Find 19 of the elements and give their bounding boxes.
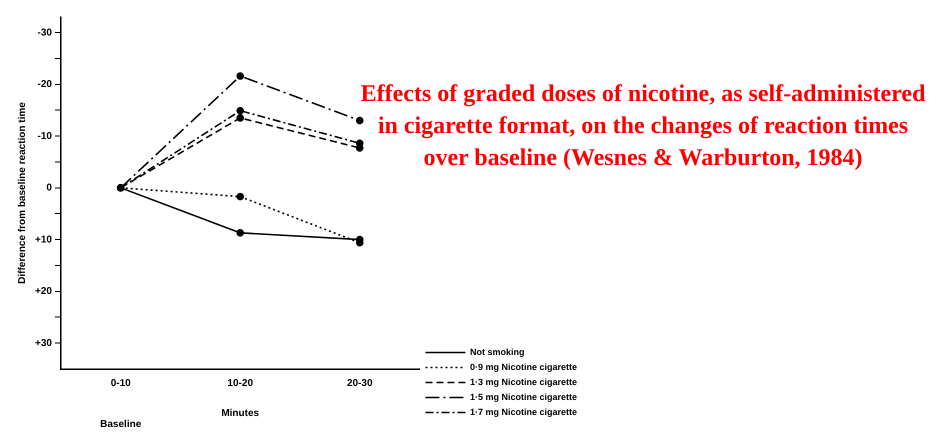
y-tick-label: -30 [38, 27, 52, 38]
y-tick-label: 0 [46, 182, 52, 194]
y-tick-label: +20 [34, 286, 52, 298]
x-tick-label: 0-10 [110, 378, 132, 389]
x-axis-title: Minutes [221, 408, 260, 419]
y-tick-label: +10 [34, 234, 52, 246]
text: Baseline [100, 418, 142, 430]
legend-label: 1·5 mg Nicotine cigarette [470, 392, 577, 402]
text: Effects of graded doses of nicotine, as self-administered in cigarette format, on the changes of reaction times over baseline (Wesnes & Warburton, 1984) [360, 80, 926, 173]
y-tick-label: +30 [34, 338, 52, 349]
legend-label: Not smoking [470, 346, 524, 357]
legend-label: 1·3 mg Nicotine cigarette [470, 376, 577, 387]
y-axis-title: Difference from baseline reaction time [16, 102, 28, 284]
legend-label: 0·9 mg Nicotine cigarette [470, 362, 577, 372]
legend-label: 1·7 mg Nicotine cigarette [470, 406, 577, 417]
x-tick-label: 20-30 [346, 378, 373, 389]
y-tick-label: -10 [38, 130, 52, 142]
x-tick-label: 10-20 [227, 378, 254, 389]
y-tick-label: -20 [38, 79, 52, 90]
